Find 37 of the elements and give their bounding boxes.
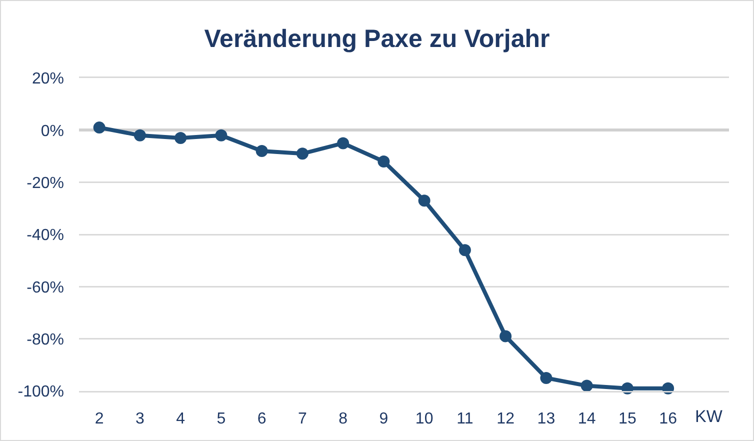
x-tick-label: 14 (578, 410, 596, 428)
x-tick-label: 6 (257, 410, 266, 428)
x-tick-label: 3 (135, 410, 144, 428)
point (93, 122, 106, 134)
x-tick-label: 5 (216, 410, 226, 428)
x-tick-label: 9 (379, 410, 388, 428)
y-tick-label: -80% (26, 331, 64, 348)
y-tick-label: 0% (40, 122, 64, 140)
x-tick-label: 12 (496, 410, 515, 428)
x-tick-label: 10 (415, 410, 434, 428)
y-tick-label: -20% (26, 174, 64, 192)
x-tick-label: 13 (537, 410, 556, 428)
point (256, 145, 268, 158)
y-tick-label: -60% (26, 279, 64, 296)
point (458, 244, 471, 256)
point (418, 194, 430, 207)
point (296, 148, 308, 160)
y-tick-label: -100% (18, 384, 64, 401)
x-tick-label: 16 (659, 410, 678, 428)
point (580, 380, 593, 392)
x-tick-label: 2 (94, 410, 104, 428)
point (215, 129, 228, 142)
x-tick-label: 4 (176, 410, 186, 428)
x-tick-label: 15 (618, 410, 636, 428)
point (500, 330, 512, 342)
x-tick-label: 8 (338, 410, 348, 428)
y-tick-label: -40% (26, 227, 64, 244)
point (540, 372, 552, 384)
point (378, 155, 390, 168)
x-axis-title: KW (695, 407, 722, 426)
y-tick-label: 20% (32, 70, 64, 88)
chart-title: Veränderung Paxe zu Vorjahr (204, 24, 550, 53)
point (174, 132, 187, 144)
point (134, 129, 146, 142)
x-tick-label: 7 (298, 410, 307, 428)
point (337, 137, 350, 150)
x-tick-label: 11 (456, 410, 474, 428)
